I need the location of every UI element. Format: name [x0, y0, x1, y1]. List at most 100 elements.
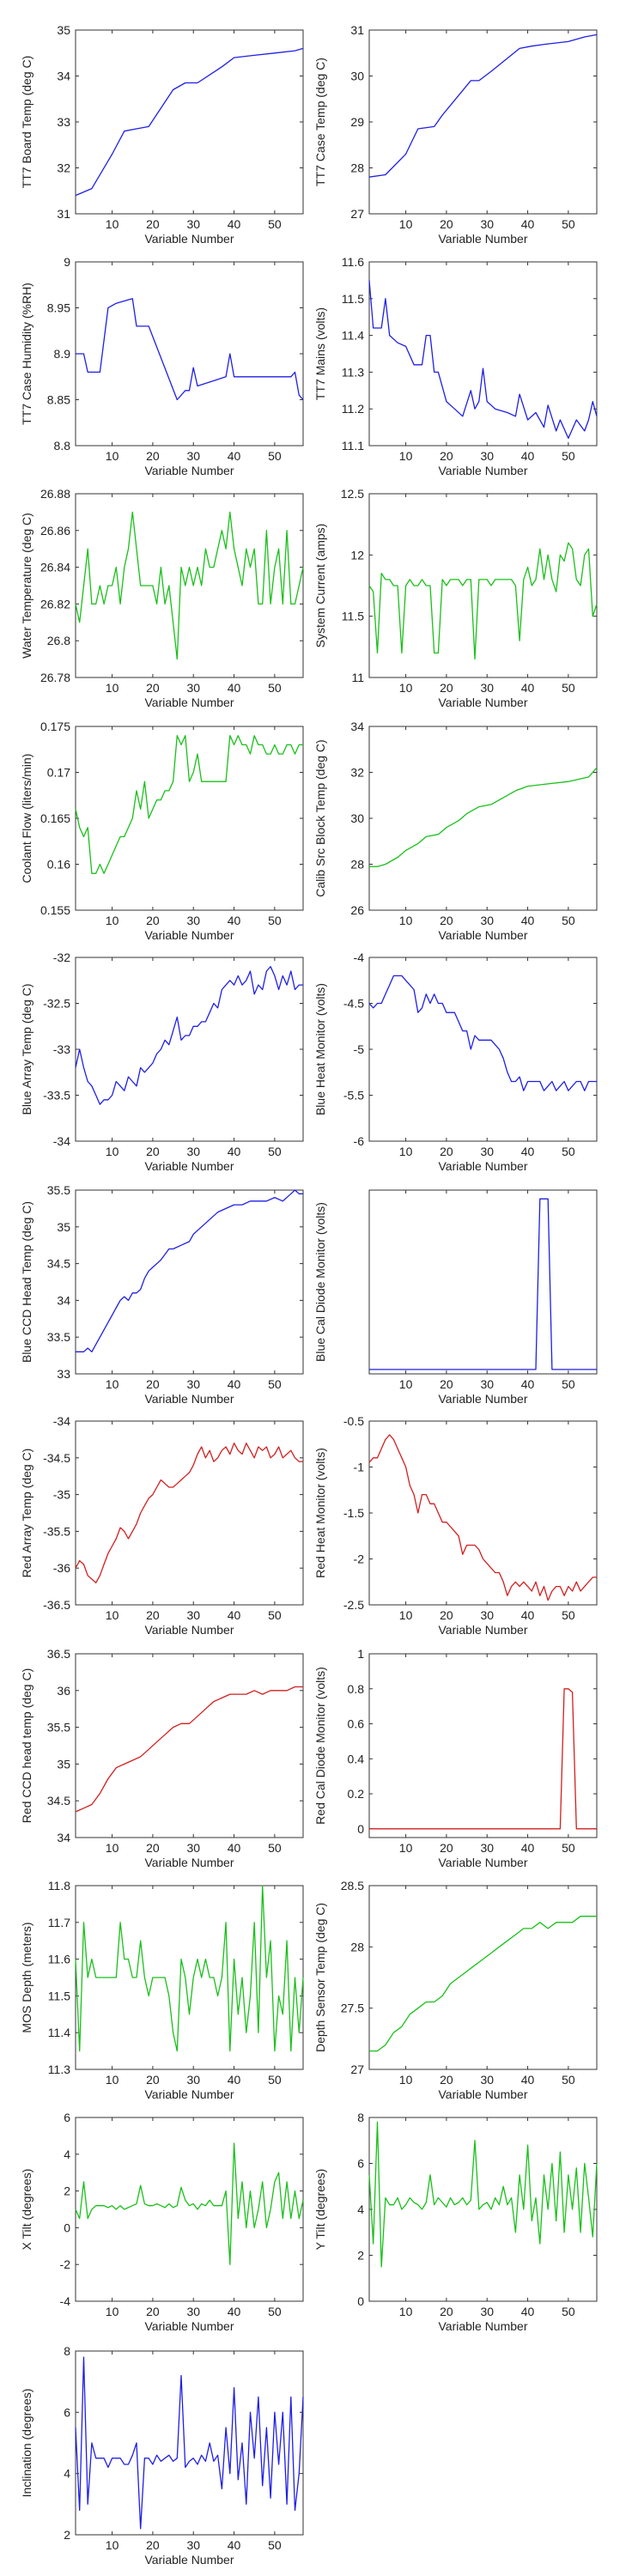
y-tick-label: 4	[357, 2202, 364, 2216]
x-tick-label: 20	[146, 2538, 160, 2552]
y-axis-label: Blue CCD Head Temp (deg C)	[20, 1201, 33, 1363]
chart-panel-14: 10 20 30 40 50 -2.5 -2 -1.5 -1 -0.5 Variable Numbe…	[313, 1414, 598, 1637]
chart-panel-17: 10 20 30 40 50 11.3 11.4 11.5 11.6 11.7 11.8 Variab…	[20, 1879, 304, 2101]
y-tick-label: 12	[350, 548, 364, 562]
y-tick-label: 4	[64, 2148, 70, 2161]
x-tick-label: 20	[146, 1608, 160, 1622]
x-tick-label: 30	[480, 2305, 494, 2318]
x-tick-label: 20	[440, 2073, 453, 2087]
series-line	[368, 542, 598, 660]
x-tick-label: 10	[399, 2305, 413, 2318]
y-tick-label: -4	[60, 2294, 71, 2308]
x-tick-label: 20	[146, 217, 160, 231]
y-tick-label: 0.17	[47, 766, 70, 780]
x-tick-label: 50	[562, 1608, 575, 1622]
x-tick-label: 30	[186, 2305, 200, 2318]
y-axis-label: Red CCD head temp (deg C)	[20, 1668, 33, 1824]
series-line	[368, 2121, 598, 2268]
x-tick-label: 20	[440, 449, 453, 463]
series-line	[75, 2356, 304, 2530]
x-tick-label: 50	[562, 449, 575, 463]
y-tick-label: 31	[350, 23, 364, 37]
x-tick-label: 20	[440, 914, 453, 927]
y-tick-label: 27.5	[341, 2002, 364, 2015]
y-tick-label: 2	[64, 2528, 70, 2542]
y-tick-label: 11.5	[342, 610, 364, 623]
x-tick-label: 10	[106, 2538, 119, 2552]
y-tick-label: 0.4	[348, 1752, 365, 1765]
plot-frame	[75, 1420, 304, 1606]
y-tick-label: 34	[57, 1293, 70, 1307]
y-tick-label: -4.5	[343, 997, 364, 1011]
y-tick-label: 27	[350, 2063, 364, 2076]
y-tick-label: 32	[350, 766, 364, 780]
y-tick-label: -35	[53, 1488, 70, 1502]
x-tick-label: 40	[521, 2305, 535, 2318]
chart-panel-7: 10 20 30 40 50 0.155 0.16 0.165 0.17 0.175 Variabl…	[20, 720, 304, 942]
x-tick-label: 40	[521, 449, 535, 463]
y-tick-label: 31	[57, 207, 70, 221]
x-tick-label: 40	[521, 1608, 535, 1622]
x-axis-label: Variable Number	[438, 2087, 527, 2101]
x-tick-label: 50	[268, 914, 282, 927]
y-tick-label: 9	[64, 255, 70, 269]
y-tick-label: -34	[53, 1414, 70, 1428]
x-tick-label: 30	[186, 1608, 200, 1622]
y-tick-label: 4	[64, 2467, 70, 2481]
plot-frame	[75, 493, 304, 678]
x-tick-label: 10	[106, 1377, 119, 1391]
y-tick-label: 34	[350, 720, 364, 733]
plot-frame	[75, 2117, 304, 2302]
x-tick-label: 10	[106, 1145, 119, 1158]
x-tick-label: 10	[399, 1377, 413, 1391]
plot-frame	[75, 2350, 304, 2536]
x-tick-label: 40	[521, 1145, 535, 1158]
y-axis-label: X Tilt (degrees)	[20, 2169, 33, 2251]
y-tick-label: -34.5	[43, 1451, 70, 1465]
y-tick-label: 28	[350, 1940, 364, 1953]
x-axis-label: Variable Number	[144, 2553, 234, 2567]
y-tick-label: 0.8	[348, 1682, 365, 1696]
chart-panel-4: 10 20 30 40 50 11.1 11.2 11.3 11.4 11.5 11.6 Variab…	[313, 255, 598, 477]
x-tick-label: 30	[186, 2073, 200, 2087]
y-tick-label: 34	[57, 70, 70, 83]
y-tick-label: 28	[350, 161, 364, 175]
y-tick-label: 29	[350, 115, 364, 129]
x-tick-label: 10	[399, 2073, 413, 2087]
plot-frame	[368, 261, 598, 447]
x-tick-label: 40	[228, 2305, 241, 2318]
series-line	[75, 47, 304, 197]
chart-panel-16: 10 20 30 40 50 0 0.2 0.4 0.6 0.8 1 Variable Number R…	[313, 1647, 598, 1869]
x-tick-label: 40	[521, 681, 535, 695]
y-tick-label: 11.6	[342, 255, 364, 269]
plot-frame	[75, 1653, 304, 1838]
x-tick-label: 10	[106, 1608, 119, 1622]
series-line	[75, 1686, 303, 1813]
x-tick-label: 20	[146, 449, 160, 463]
series-line	[368, 1434, 597, 1601]
x-tick-label: 10	[399, 449, 413, 463]
series-line	[368, 975, 597, 1091]
x-tick-label: 50	[268, 1145, 282, 1158]
series-line	[75, 966, 303, 1105]
y-tick-label: 27	[350, 207, 364, 221]
y-tick-label: 11.6	[48, 1953, 70, 1966]
x-tick-label: 30	[186, 914, 200, 927]
y-tick-label: 34.5	[47, 1794, 70, 1807]
series-line	[75, 2142, 304, 2265]
x-axis-label: Variable Number	[144, 1159, 234, 1173]
y-tick-label: 33.5	[47, 1330, 70, 1344]
y-axis-label: Red Heat Monitor (volts)	[313, 1448, 327, 1578]
x-tick-label: 20	[146, 1377, 160, 1391]
y-tick-label: 11.4	[342, 329, 364, 343]
x-tick-label: 40	[521, 1377, 535, 1391]
y-tick-label: -32	[53, 951, 70, 964]
plot-frame	[75, 1189, 304, 1375]
y-tick-label: 36	[57, 1684, 70, 1698]
x-tick-label: 50	[268, 2538, 282, 2552]
x-tick-label: 30	[480, 2073, 494, 2087]
chart-panel-12: 10 20 30 40 50 Variable Number Blue Cal Diode …	[313, 1189, 598, 1406]
x-axis-label: Variable Number	[438, 928, 527, 942]
series-line	[76, 298, 304, 401]
x-tick-label: 30	[186, 1841, 200, 1855]
